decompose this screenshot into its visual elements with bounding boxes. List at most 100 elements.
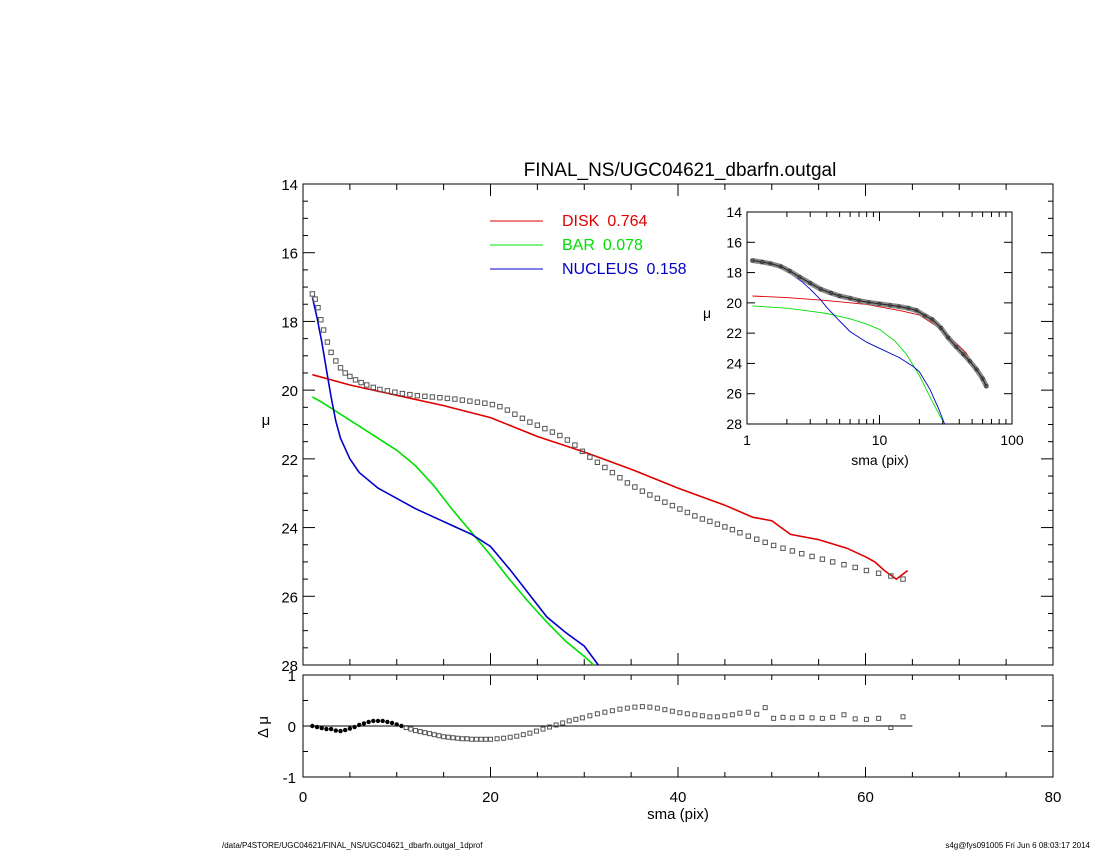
main-data-point bbox=[669, 502, 676, 509]
residual-data-point bbox=[654, 705, 660, 711]
inset-data-point bbox=[967, 359, 972, 364]
inset-data-point bbox=[922, 313, 927, 318]
residual-data-point bbox=[722, 713, 728, 719]
residual-data-point bbox=[617, 706, 623, 712]
legend-value-nucleus: 0.158 bbox=[646, 261, 686, 278]
residual-xtick-label: 80 bbox=[1045, 789, 1062, 806]
inset-series-line-disk bbox=[752, 295, 987, 387]
residual-data-point bbox=[469, 736, 475, 742]
main-data-point bbox=[534, 422, 541, 428]
main-data-point bbox=[809, 553, 815, 560]
main-series-line-nucleus bbox=[311, 297, 599, 666]
main-data-point bbox=[399, 390, 406, 397]
main-data-point bbox=[429, 394, 436, 400]
residual-data-point bbox=[684, 711, 690, 717]
inset-data-point bbox=[980, 376, 985, 381]
residual-data-point bbox=[473, 736, 479, 742]
inset-data-point bbox=[930, 317, 935, 322]
residual-data-point bbox=[876, 715, 882, 721]
inset-ytick-label: 16 bbox=[726, 234, 742, 250]
residual-data-point bbox=[553, 722, 559, 728]
residual-data-point bbox=[380, 718, 385, 724]
inset-data-point bbox=[914, 308, 919, 313]
main-data-point bbox=[459, 397, 466, 403]
residual-xtick-label: 60 bbox=[857, 789, 874, 806]
inset-data-point bbox=[768, 261, 773, 266]
residual-ytick-label: 1 bbox=[288, 668, 296, 685]
inset-data-point bbox=[974, 367, 979, 372]
residual-data-point bbox=[830, 714, 836, 720]
main-ytick-label: 16 bbox=[281, 246, 298, 263]
residual-data-point bbox=[357, 722, 362, 728]
inset-data-point bbox=[896, 304, 901, 309]
residual-data-point bbox=[692, 712, 698, 718]
residual-data-point bbox=[789, 715, 795, 721]
main-data-point bbox=[587, 454, 593, 460]
residual-data-point bbox=[501, 735, 507, 741]
residual-data-point bbox=[624, 705, 630, 711]
main-data-point bbox=[684, 509, 691, 516]
residual-data-point bbox=[333, 728, 339, 733]
residual-xtick-label: 0 bbox=[299, 789, 307, 806]
residual-data-point bbox=[408, 726, 414, 732]
residual-data-point bbox=[547, 724, 553, 730]
main-series-group bbox=[309, 291, 909, 666]
main-data-point bbox=[863, 567, 870, 574]
main-data-point bbox=[624, 480, 631, 486]
inset-data-point bbox=[938, 325, 943, 330]
inset-data-point bbox=[778, 264, 783, 269]
residual-xtick-label: 20 bbox=[482, 789, 499, 806]
legend-label-nucleus: NUCLEUS 0.158 bbox=[562, 261, 687, 278]
residual-data-point bbox=[385, 719, 390, 725]
residual-data-point bbox=[422, 730, 428, 736]
residual-data-point bbox=[714, 714, 720, 720]
residual-data-point bbox=[361, 721, 367, 726]
legend-label-bar: BAR 0.078 bbox=[562, 237, 643, 254]
residual-data-point bbox=[754, 711, 760, 717]
residual-data-point bbox=[399, 723, 404, 729]
legend-name-bar: BAR bbox=[562, 237, 595, 254]
inset-data-point bbox=[797, 275, 802, 280]
main-data-point bbox=[407, 391, 413, 398]
main-data-point bbox=[745, 533, 752, 539]
residual-data-point bbox=[707, 714, 713, 720]
inset-data-point bbox=[961, 352, 966, 357]
residual-data-point bbox=[533, 728, 539, 734]
main-data-point bbox=[364, 382, 370, 388]
main-data-point bbox=[347, 373, 353, 380]
main-data-point bbox=[384, 388, 391, 394]
inset-data-point bbox=[906, 306, 911, 311]
residual-data-point bbox=[417, 729, 423, 735]
main-data-point bbox=[358, 379, 364, 386]
main-ytick-label: 26 bbox=[281, 589, 298, 606]
inset-data-point bbox=[760, 259, 765, 264]
main-data-point bbox=[900, 576, 906, 582]
main-data-point bbox=[557, 432, 563, 439]
residual-data-point bbox=[602, 709, 608, 715]
main-data-point bbox=[829, 559, 836, 565]
main-data-point bbox=[422, 393, 428, 400]
inset-xtick-label: 10 bbox=[872, 432, 888, 448]
inset-data-point bbox=[818, 287, 823, 292]
main-data-point bbox=[309, 291, 316, 297]
inset-data-point bbox=[946, 335, 951, 340]
residual-data-point bbox=[771, 715, 777, 721]
inset-series-line-bar bbox=[752, 305, 944, 422]
residual-data-point bbox=[483, 736, 489, 742]
main-data-point bbox=[617, 475, 623, 481]
residual-ytick-label: -1 bbox=[283, 770, 296, 787]
residual-data-point bbox=[729, 712, 735, 718]
main-data-point bbox=[392, 389, 398, 395]
main-data-point bbox=[564, 437, 571, 443]
residual-ytick-label: 0 bbox=[288, 719, 296, 736]
main-data-point bbox=[692, 513, 698, 519]
main-data-point bbox=[789, 548, 796, 554]
legend-value-disk: 0.764 bbox=[607, 213, 647, 230]
main-data-point bbox=[333, 358, 339, 364]
main-data-point bbox=[312, 296, 318, 302]
residual-data-point bbox=[389, 720, 395, 726]
residual-data-point bbox=[587, 713, 593, 719]
residual-data-point bbox=[464, 736, 470, 742]
main-ytick-label: 18 bbox=[281, 314, 298, 331]
inset-data-point bbox=[848, 296, 853, 301]
